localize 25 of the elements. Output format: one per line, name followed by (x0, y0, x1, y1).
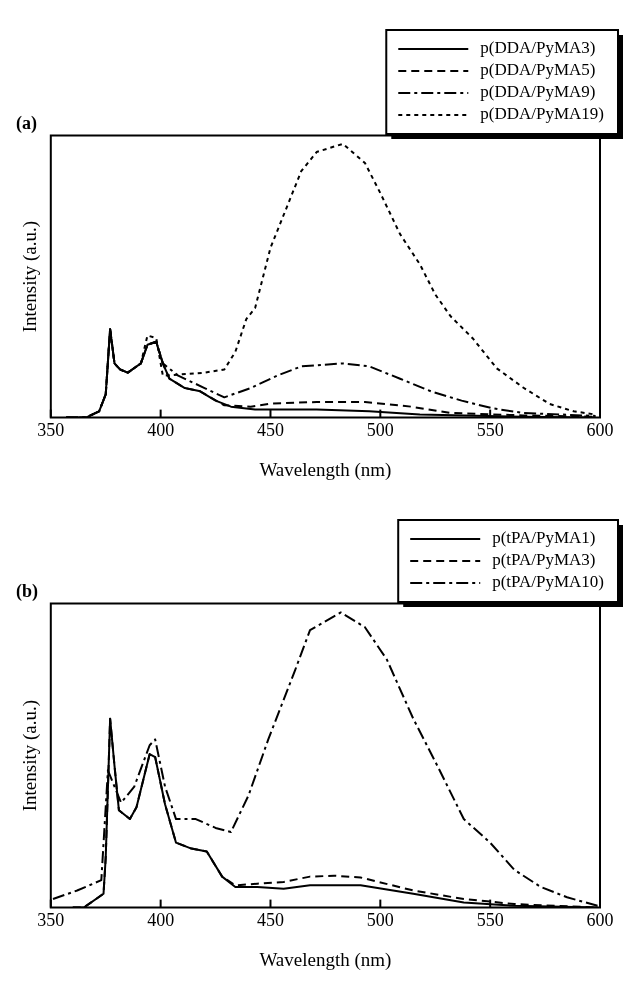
x-tick-label: 400 (147, 910, 175, 931)
y-axis-title: Intensity (a.u.) (19, 220, 42, 333)
y-axis-title: Intensity (a.u.) (19, 699, 42, 812)
x-axis-title: Wavelength (nm) (259, 458, 392, 481)
x-tick-label: 350 (37, 910, 65, 931)
x-tick-label: 350 (37, 420, 65, 441)
x-tick-label: 450 (256, 910, 284, 931)
x-tick-label: 550 (476, 420, 504, 441)
legend-label: p(DDA/PyMA19) (480, 104, 605, 124)
x-tick-label: 550 (476, 910, 504, 931)
legend-label: p(DDA/PyMA9) (480, 82, 596, 102)
x-tick-label: 600 (586, 910, 614, 931)
x-tick-label: 400 (147, 420, 175, 441)
x-tick-label: 500 (366, 910, 394, 931)
legend-label: p(tPA/PyMA1) (492, 528, 596, 548)
x-tick-label: 450 (256, 420, 284, 441)
chart-title: (a) (16, 113, 37, 135)
legend-label: p(tPA/PyMA10) (492, 572, 605, 592)
legend-label: p(DDA/PyMA5) (480, 60, 596, 80)
chart-title: (b) (16, 581, 38, 603)
legend-label: p(DDA/PyMA3) (480, 38, 596, 58)
x-tick-label: 600 (586, 420, 614, 441)
x-tick-label: 500 (366, 420, 394, 441)
legend-label: p(tPA/PyMA3) (492, 550, 596, 570)
x-axis-title: Wavelength (nm) (259, 948, 392, 971)
